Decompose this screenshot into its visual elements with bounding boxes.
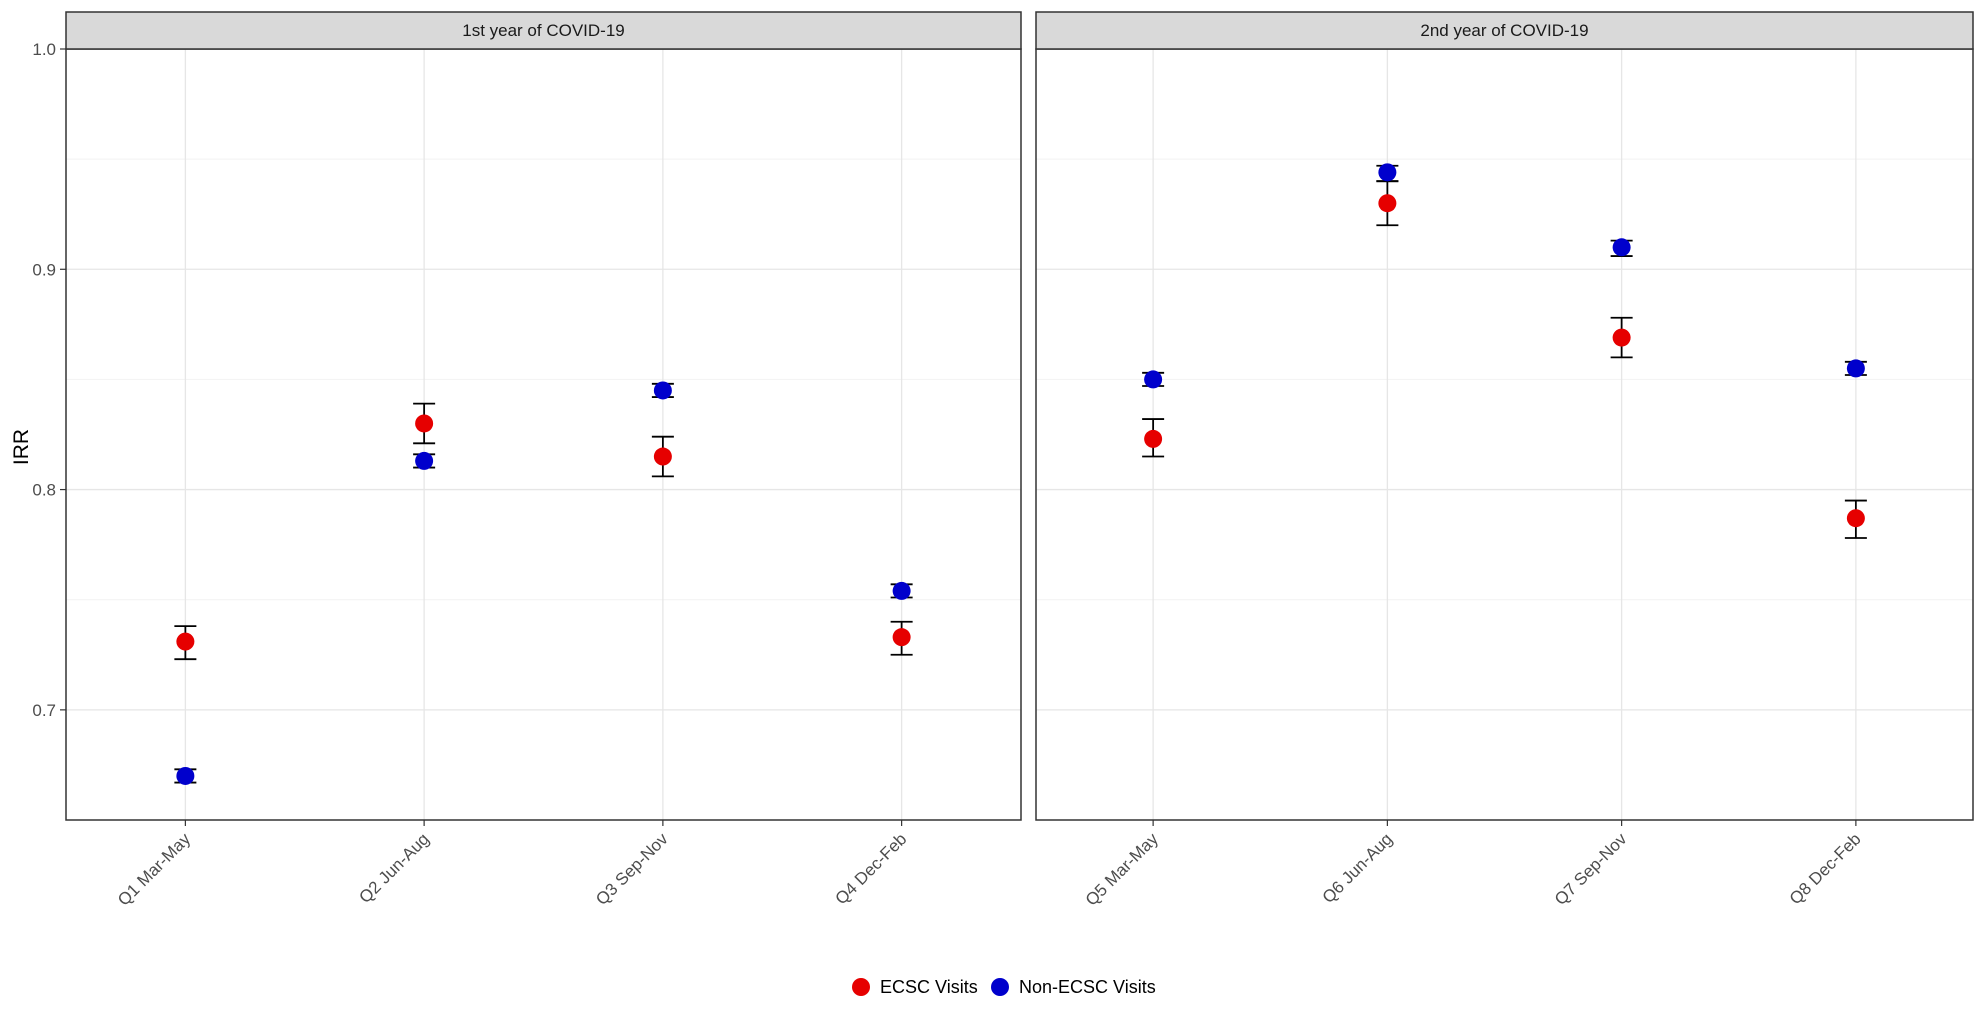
data-point (1144, 429, 1163, 448)
data-point (653, 447, 672, 466)
data-point (1612, 328, 1631, 347)
x-tick-label: Q6 Jun-Aug (1319, 829, 1397, 907)
data-point (1144, 370, 1163, 389)
y-axis: 0.7 0.8 0.9 1.0 (32, 40, 66, 720)
y-axis-title: IRR (10, 429, 33, 465)
panel-background (66, 49, 1021, 820)
data-point (176, 766, 195, 785)
facet-strips: 1st year of COVID-19 2nd year of COVID-19 (65, 11, 1974, 50)
x-tick-label: Q3 Sep-Nov (592, 829, 672, 909)
panel-background (1036, 49, 1973, 820)
legend-key (991, 978, 1009, 996)
data-point (176, 632, 195, 651)
x-tick-label: Q1 Mar-May (114, 829, 195, 910)
facet-title: 2nd year of COVID-19 (1420, 21, 1588, 40)
data-point (1846, 509, 1865, 528)
facet-title: 1st year of COVID-19 (462, 21, 625, 40)
data-point (1846, 359, 1865, 378)
legend-label: Non-ECSC Visits (1019, 977, 1156, 997)
legend-label: ECSC Visits (880, 977, 978, 997)
data-point (415, 451, 434, 470)
x-axis: Q1 Mar-May Q2 Jun-Aug Q3 Sep-Nov Q4 Dec-Feb… (114, 820, 1865, 910)
x-tick-label: Q5 Mar-May (1082, 829, 1163, 910)
x-tick-label: Q4 Dec-Feb (832, 829, 911, 908)
legend: ECSC Visits Non-ECSC Visits (852, 977, 1156, 997)
y-tick-label: 0.7 (32, 701, 56, 720)
x-tick-label: Q7 Sep-Nov (1551, 829, 1631, 909)
data-point (1378, 163, 1397, 182)
x-tick-label: Q2 Jun-Aug (355, 829, 433, 907)
data-point (892, 581, 911, 600)
y-tick-label: 1.0 (32, 40, 56, 59)
x-tick-label: Q8 Dec-Feb (1786, 829, 1865, 908)
grid-layer (66, 48, 1973, 820)
y-tick-label: 0.9 (32, 260, 56, 279)
facet-strip (1035, 11, 1974, 50)
data-point (1378, 194, 1397, 213)
y-tick-label: 0.8 (32, 481, 56, 500)
facet-strip (65, 11, 1022, 50)
data-point (653, 381, 672, 400)
data-point (1612, 238, 1631, 257)
data-point (415, 414, 434, 433)
data-marks (174, 163, 1867, 785)
data-point (892, 628, 911, 647)
legend-key (852, 978, 870, 996)
